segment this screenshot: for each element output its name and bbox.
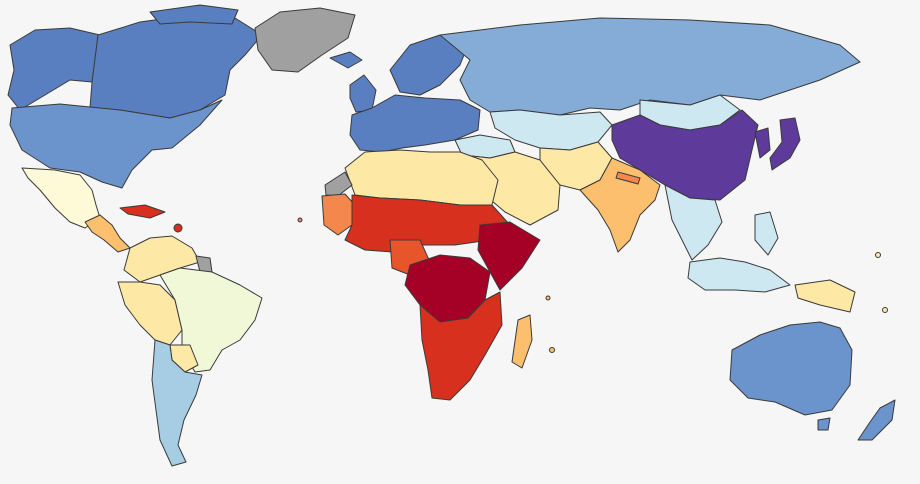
united-states-region [9,99,223,189]
malaysia-indonesia-region [687,257,791,293]
cape-verde-island [297,217,303,223]
argentina-chile-region [151,339,203,467]
mauritius-island [549,347,555,353]
western-sahara-region [324,171,353,197]
east-africa-region [477,221,541,291]
alaska-region [7,27,101,111]
pacific-island-1 [875,252,881,258]
peru-bolivia-region [117,281,183,346]
europe-west-region [349,94,481,153]
australia-region [729,321,853,416]
philippines-region [754,211,779,256]
japan-region [769,117,801,171]
papua-new-guinea-region [794,279,856,313]
pacific-island-2 [882,307,888,313]
canada-islands-region [149,4,239,25]
southeast-asia-region [664,184,723,261]
sahel-region [344,194,511,253]
greenland-region [254,7,356,73]
india-region [579,157,661,253]
tasmania-region [817,417,831,431]
madagascar-region [511,314,533,369]
colombia-venezuela-region [123,235,201,283]
lesser-antilles-island [173,223,183,233]
southern-africa-region [419,291,503,401]
new-zealand-region [857,399,896,441]
korea-region [754,127,771,159]
nepal-region [615,171,641,185]
seychelles-island [545,295,551,301]
iceland-region [329,51,363,69]
china-region [611,109,759,201]
scandinavia-region [389,34,471,96]
caribbean-region [119,204,166,219]
